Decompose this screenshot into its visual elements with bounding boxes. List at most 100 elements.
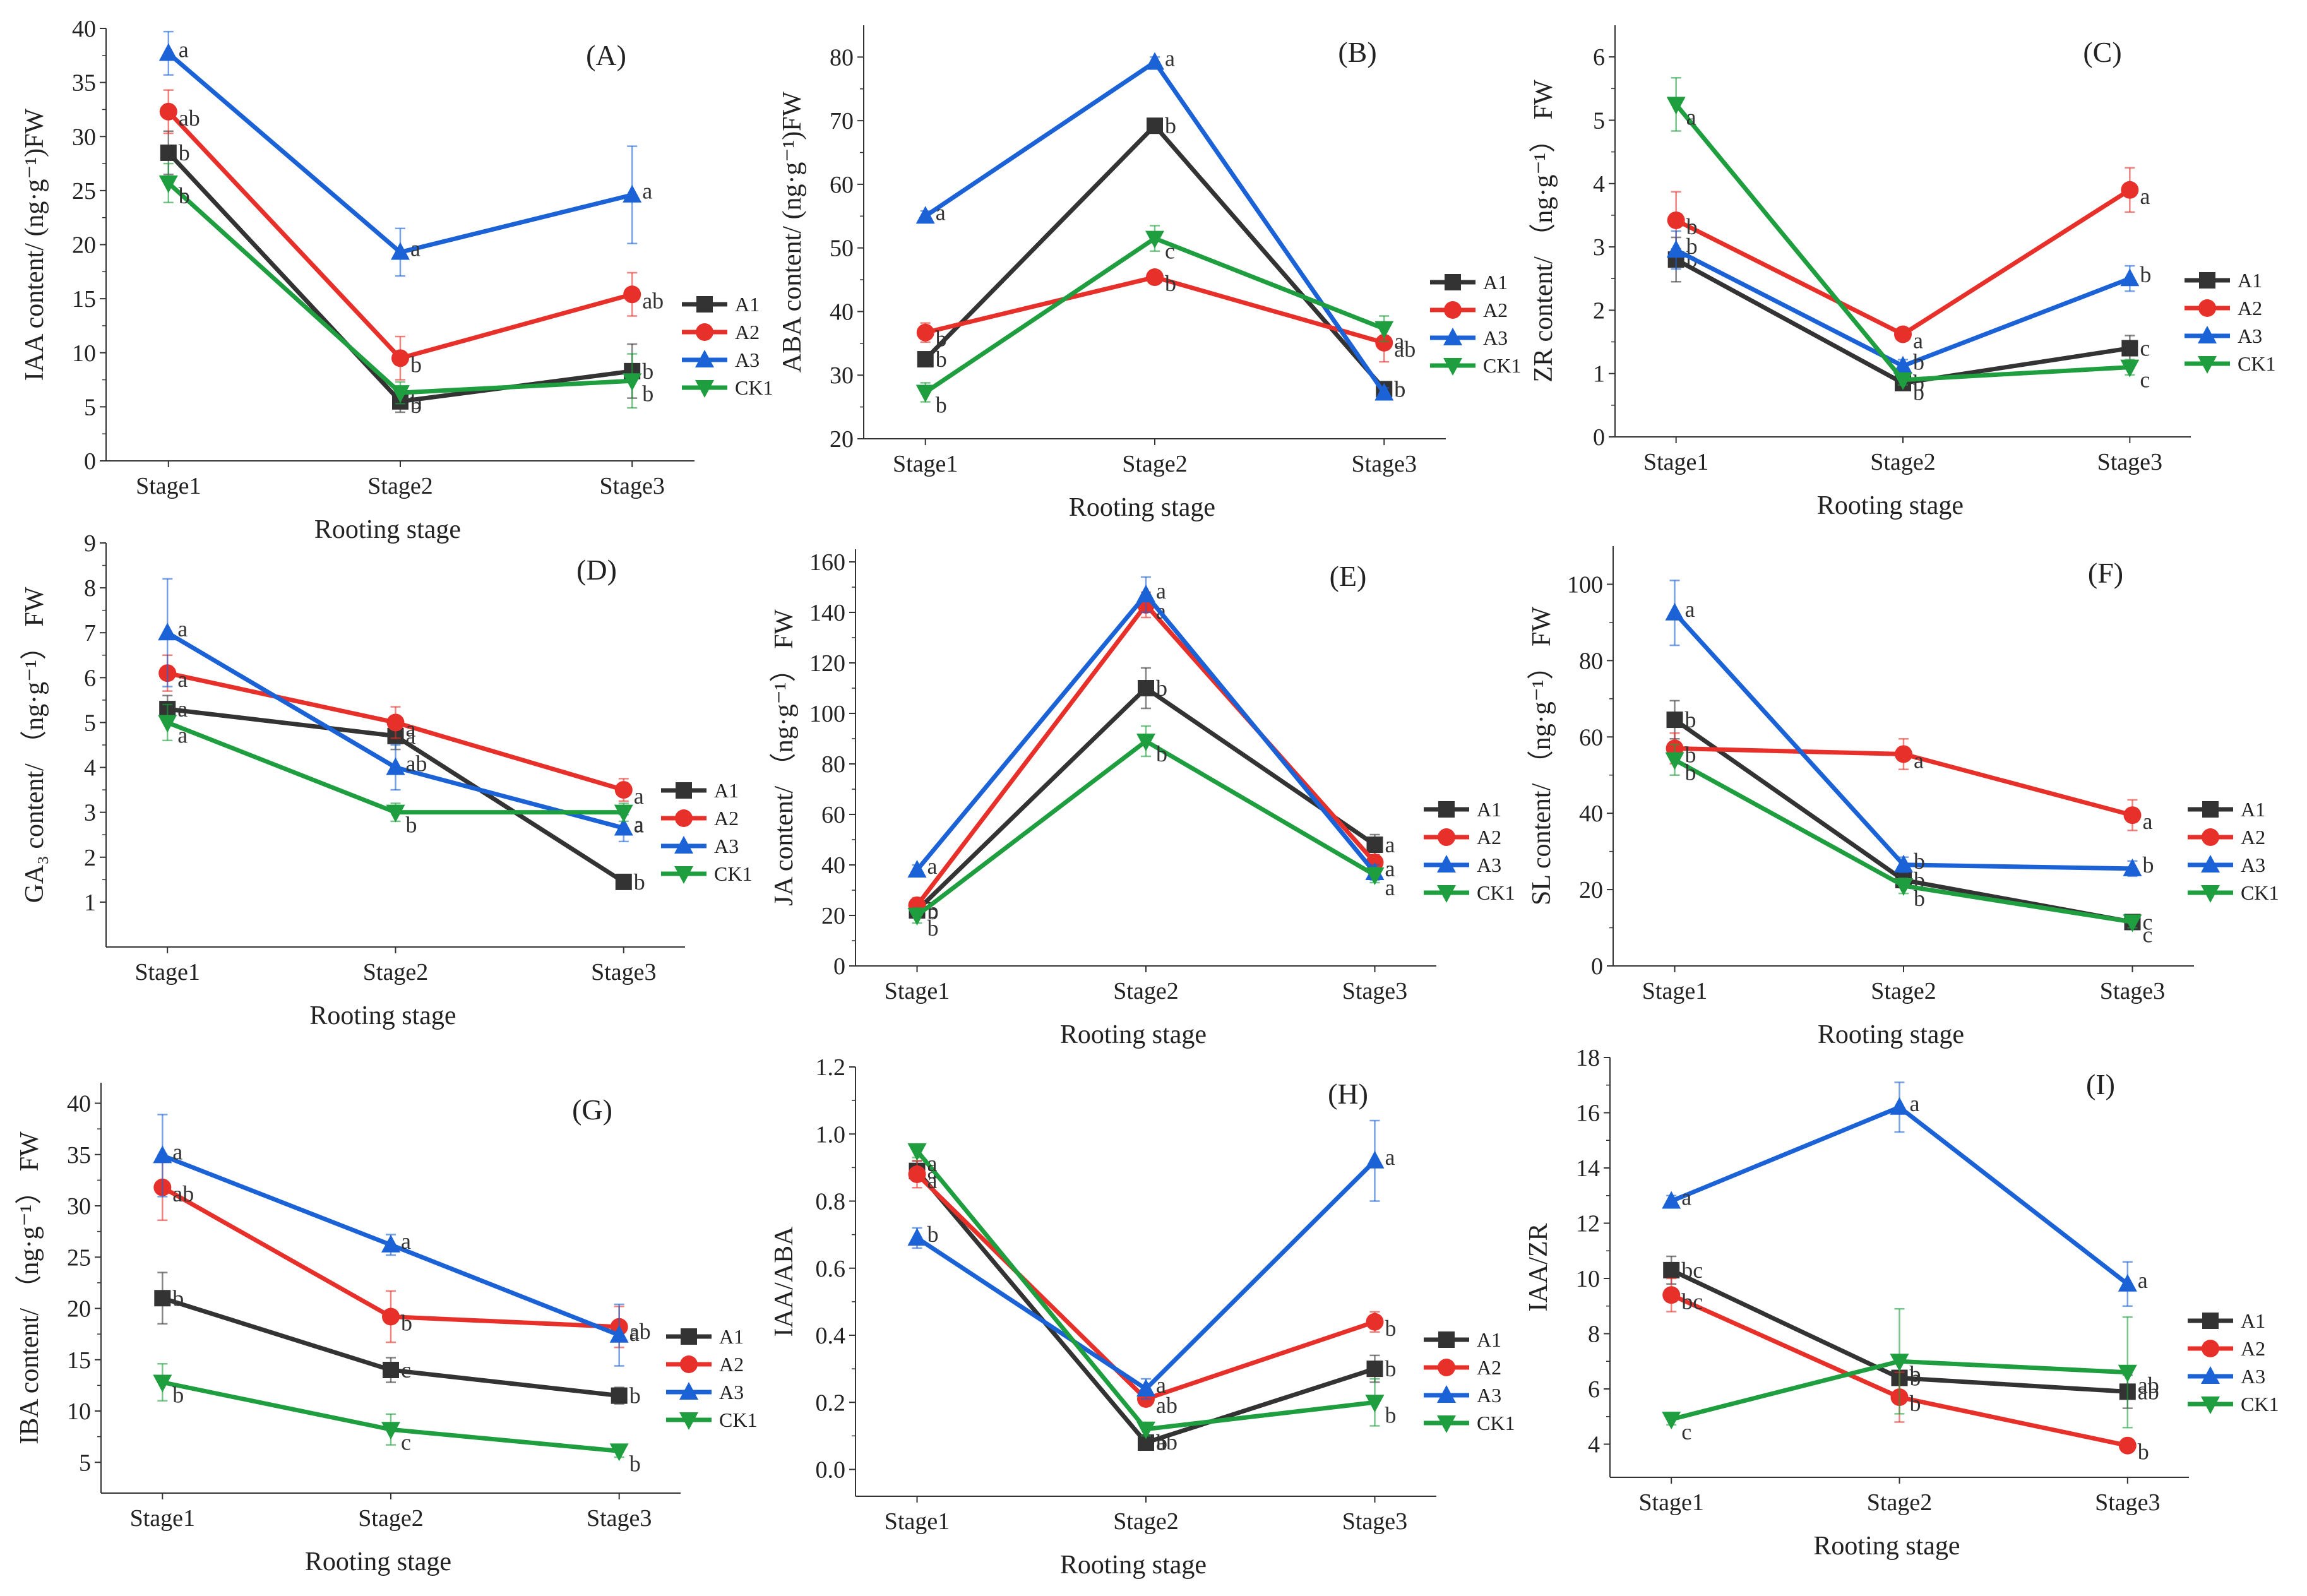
data-point: [1894, 854, 1913, 872]
significance-label: a: [1686, 104, 1696, 129]
data-point: [158, 622, 177, 641]
x-tick-label: Stage1: [134, 959, 200, 986]
significance-label: c: [1681, 1419, 1691, 1444]
legend-marker: [1437, 855, 1456, 872]
legend-label: CK1: [1477, 1412, 1515, 1434]
series-line: [915, 739, 1376, 917]
significance-label: b: [179, 183, 190, 208]
y-axis-title: SL content/ （ng·g⁻¹） FW: [1527, 607, 1556, 905]
data-point: [614, 818, 633, 836]
significance-label: b: [1385, 1402, 1396, 1427]
panel-label: (G): [572, 1093, 612, 1126]
legend-label: CK1: [1483, 354, 1521, 377]
significance-label: c: [401, 1429, 411, 1455]
series-a2: aaa: [158, 654, 644, 809]
y-tick-label: 20: [830, 426, 854, 453]
significance-label: c: [2140, 336, 2150, 361]
data-point: [2123, 806, 2142, 825]
significance-label: ab: [406, 751, 427, 777]
legend-marker: [2202, 801, 2219, 818]
y-tick-label: 12: [1576, 1211, 1600, 1237]
data-point: [1662, 1191, 1681, 1209]
data-point: [1666, 240, 1686, 258]
data-point: [1138, 680, 1154, 696]
data-point: [609, 1325, 629, 1343]
legend: A1 A2 A3 CK1: [661, 779, 752, 885]
significance-label: a: [629, 1321, 640, 1346]
significance-label: a: [177, 696, 188, 722]
y-tick-label: 0.4: [816, 1323, 846, 1349]
y-axis-title: IAA/ZR: [1524, 1224, 1553, 1312]
legend-marker: [675, 809, 693, 827]
significance-label: b: [642, 359, 653, 384]
y-axis-title: IAA/ABA: [770, 1226, 799, 1337]
y-tick-label: 0.2: [816, 1390, 846, 1416]
data-point: [2118, 1364, 2137, 1383]
data-point: [1366, 1361, 1383, 1378]
legend-label: A3: [2241, 1365, 2265, 1388]
panel-label: (E): [1330, 560, 1367, 592]
significance-label: c: [2142, 909, 2152, 934]
y-tick-label: 6: [84, 665, 96, 691]
significance-label: a: [1385, 856, 1395, 881]
significance-label: a: [401, 1229, 411, 1254]
y-tick-label: 6: [1593, 44, 1605, 71]
data-point: [1374, 383, 1394, 401]
significance-label: c: [401, 1357, 411, 1383]
chart-panel-i: 4 6 8 10 12 14 16 18 Stage1 Stage2 Stage3 Rooting s…: [1524, 1045, 2279, 1561]
significance-label: b: [1910, 1361, 1921, 1386]
y-tick-label: 20: [67, 1296, 91, 1323]
panel-label: (F): [2088, 557, 2123, 589]
data-point: [1136, 1379, 1155, 1396]
series-line: [1675, 188, 2131, 337]
series-ck1: ab a: [158, 703, 644, 838]
significance-label: a: [634, 783, 644, 809]
legend-marker: [1445, 274, 1461, 290]
legend-marker: [2202, 1340, 2219, 1357]
significance-label: b: [1394, 376, 1405, 402]
significance-label: a: [1394, 329, 1404, 354]
y-tick-label: 0.6: [816, 1256, 846, 1282]
y-tick-label: 0: [833, 953, 845, 980]
legend: A1 A2 A3 CK1: [2188, 798, 2279, 904]
data-point: [1365, 867, 1385, 885]
legend-label: A1: [2241, 798, 2265, 821]
series-a2: b b ab: [916, 268, 1416, 363]
significance-label: b: [936, 326, 947, 352]
legend: A1 A2 A3 CK1: [1430, 271, 1521, 377]
x-tick-label: Stage1: [136, 473, 201, 499]
data-point: [383, 1362, 399, 1378]
data-point: [1375, 333, 1393, 352]
significance-label: ab: [642, 288, 664, 313]
y-tick-label: 140: [809, 600, 845, 626]
chart-panel-b: 20 30 40 50 60 70 80 Stage1 Stage2 Stage3 Rooting …: [778, 25, 1521, 522]
y-tick-label: 5: [84, 710, 96, 736]
legend-label: A1: [1477, 1328, 1501, 1351]
y-tick-label: 10: [67, 1398, 91, 1425]
data-point: [382, 1307, 400, 1326]
series-a3: aaa: [907, 576, 1395, 881]
legend-marker: [681, 1328, 697, 1345]
data-point: [1136, 585, 1155, 602]
data-point: [623, 184, 642, 203]
significance-label: a: [2138, 1268, 2148, 1293]
significance-label: b: [172, 1285, 184, 1311]
significance-label: b: [410, 389, 422, 414]
legend-marker: [695, 350, 714, 367]
legend-label: A2: [714, 807, 739, 830]
y-tick-label: 14: [1576, 1155, 1600, 1182]
x-axis-title: Rooting stage: [1818, 1020, 1964, 1049]
data-point: [391, 385, 410, 403]
x-tick-label: Stage2: [1113, 1508, 1178, 1535]
legend-label: A1: [719, 1325, 744, 1348]
x-tick-label: Stage1: [885, 978, 950, 1004]
significance-label: b: [936, 392, 947, 417]
data-point: [1894, 878, 1913, 896]
data-point: [2123, 858, 2142, 876]
data-point: [154, 1290, 171, 1307]
x-tick-label: Stage2: [1113, 978, 1178, 1004]
legend-marker: [680, 1355, 698, 1373]
significance-label: b: [1913, 380, 1924, 405]
y-tick-label: 4: [1593, 171, 1605, 198]
